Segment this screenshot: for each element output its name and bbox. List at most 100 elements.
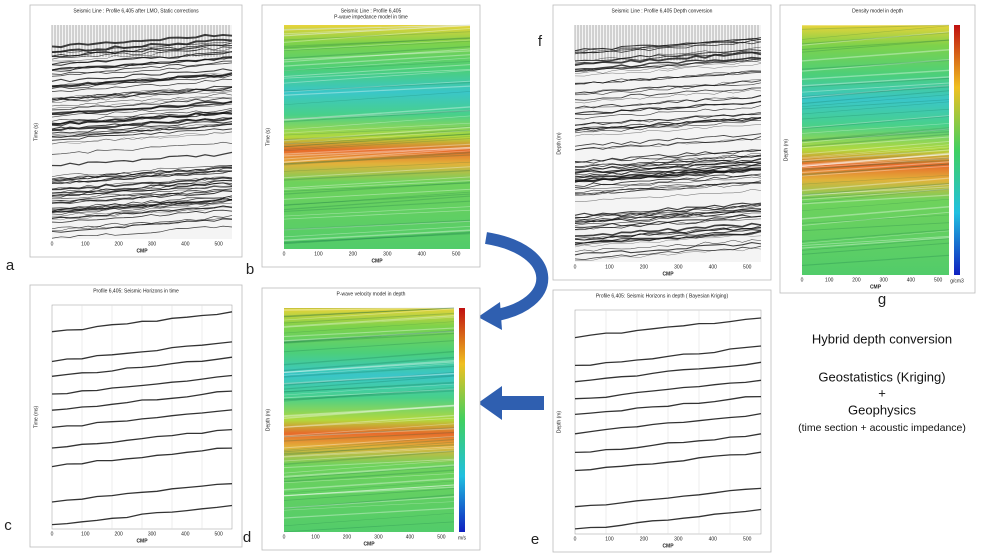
- model-streak: [283, 109, 471, 121]
- reflector: [574, 245, 762, 260]
- model-streak: [283, 91, 471, 106]
- arrow-head: [478, 302, 502, 330]
- model-streak: [283, 363, 455, 376]
- model-streak: [283, 115, 471, 131]
- model-streak: [283, 166, 471, 179]
- model-streak: [283, 450, 455, 462]
- model-streak: [283, 431, 455, 442]
- reflector: [51, 100, 233, 116]
- reflector: [574, 113, 762, 126]
- reflector: [574, 218, 762, 230]
- model-streak: [283, 427, 455, 438]
- model-streak: [283, 150, 471, 163]
- model-streak: [801, 183, 950, 197]
- reflector: [51, 202, 233, 217]
- model-streak: [801, 158, 950, 169]
- model-streak: [283, 427, 455, 438]
- horizon: [51, 504, 233, 526]
- colorbar: [954, 25, 960, 275]
- reflector: [51, 198, 233, 212]
- reflector: [51, 38, 233, 54]
- model-streak: [283, 447, 455, 458]
- x-tick-label: 300: [879, 277, 888, 283]
- horizon: [574, 361, 762, 383]
- model-streak: [283, 450, 455, 466]
- reflector: [51, 33, 233, 49]
- panel-title: Seismic Line : Profile 6,405 after LMO, …: [73, 8, 199, 14]
- model-streak: [283, 465, 455, 478]
- reflector: [51, 46, 233, 60]
- reflector: [51, 195, 233, 209]
- horizon: [51, 311, 233, 333]
- model-streak: [801, 115, 950, 129]
- reflector: [51, 97, 233, 111]
- model-image: [802, 25, 949, 275]
- model-streak: [801, 152, 950, 167]
- x-tick-label: 500: [934, 277, 943, 283]
- y-axis-label: Depth (m): [783, 139, 789, 162]
- reflector: [574, 167, 762, 181]
- model-streak: [283, 307, 455, 318]
- x-tick-label: 100: [605, 536, 614, 542]
- x-axis-label: CMP: [870, 284, 882, 290]
- reflector: [51, 209, 233, 223]
- model-streak: [283, 360, 455, 373]
- model-streak: [283, 129, 471, 141]
- model-streak: [801, 214, 950, 224]
- reflector: [574, 70, 762, 84]
- model-streak: [283, 321, 455, 334]
- model-streak: [283, 521, 455, 533]
- reflector: [51, 74, 233, 89]
- y-axis-label: Depth (m): [556, 411, 562, 434]
- horizon: [51, 341, 233, 363]
- reflector: [51, 190, 233, 204]
- model-streak: [283, 438, 455, 453]
- reflector: [574, 49, 762, 62]
- model-streak: [283, 381, 455, 393]
- reflector: [574, 87, 762, 101]
- arrow-head: [478, 386, 502, 420]
- model-streak: [283, 146, 471, 157]
- reflector: [51, 190, 233, 204]
- model-streak: [283, 330, 455, 343]
- x-tick-label: 0: [51, 531, 54, 537]
- model-streak: [283, 356, 455, 372]
- model-streak: [283, 64, 471, 77]
- reflector: [574, 117, 762, 131]
- x-tick-label: 500: [452, 251, 461, 257]
- model-streak: [283, 387, 455, 402]
- model-streak: [283, 80, 471, 93]
- reflector: [574, 161, 762, 175]
- model-streak: [801, 161, 950, 174]
- model-streak: [801, 235, 950, 247]
- model-streak: [283, 458, 455, 469]
- model-streak: [283, 469, 455, 483]
- model-streak: [283, 375, 455, 390]
- model-streak: [283, 146, 471, 160]
- x-tick-label: 400: [181, 241, 190, 247]
- panel-title: Profile 6,405: Seismic Horizons in time: [93, 288, 179, 294]
- horizon: [51, 390, 233, 411]
- model-streak: [283, 312, 455, 324]
- model-streak: [283, 193, 471, 206]
- horizon: [574, 412, 762, 435]
- model-streak: [801, 160, 950, 170]
- reflector: [51, 68, 233, 83]
- model-image: [284, 25, 470, 249]
- horizon: [51, 447, 233, 468]
- x-axis-label: CMP: [136, 248, 148, 254]
- model-streak: [283, 501, 455, 511]
- model-streak: [283, 39, 471, 51]
- reflector: [574, 203, 762, 218]
- reflector: [574, 149, 762, 163]
- reflector: [51, 186, 233, 200]
- model-streak: [283, 507, 455, 519]
- reflector: [574, 222, 762, 237]
- model-streak: [801, 163, 950, 176]
- x-tick-label: 100: [81, 241, 90, 247]
- model-streak: [801, 59, 950, 70]
- model-streak: [283, 126, 471, 136]
- model-streak: [801, 25, 950, 40]
- reflector: [574, 180, 762, 195]
- reflector: [51, 121, 233, 134]
